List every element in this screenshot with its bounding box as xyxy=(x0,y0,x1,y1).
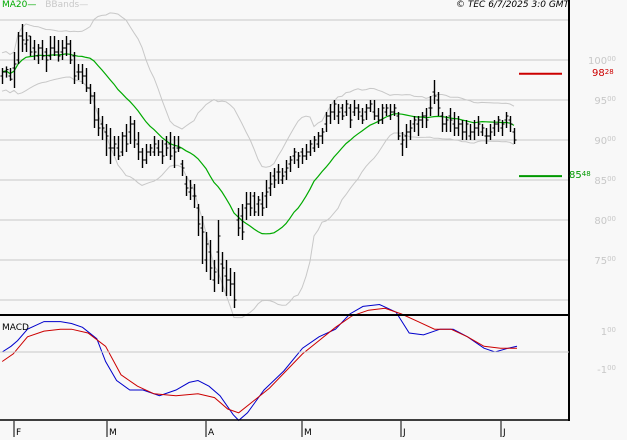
price-axis-label: 9500 xyxy=(594,95,616,107)
x-axis-ticks xyxy=(13,421,502,437)
price-axis-label: 7500 xyxy=(594,255,616,267)
macd-title: MACD xyxy=(2,323,29,333)
macd-lines xyxy=(1,303,518,422)
price-axis-label: 9000 xyxy=(594,135,616,147)
copyright-timestamp: © TEC 6/7/2025 3:0 GMT xyxy=(456,0,570,10)
x-axis-label: J xyxy=(503,428,506,438)
price-bars xyxy=(0,24,517,308)
bollinger-bands xyxy=(1,12,515,319)
legend: MA20— BBands— xyxy=(2,0,88,11)
chart-frame xyxy=(0,0,570,421)
price-axis-label: 8000 xyxy=(594,215,616,227)
legend-bbands: BBands— xyxy=(45,0,89,10)
resistance-label: 9828 xyxy=(592,67,614,79)
support-resistance-lines xyxy=(519,72,562,178)
macd-axis-label: 100 xyxy=(600,326,616,338)
price-axis-label: 10000 xyxy=(587,55,616,67)
ma20-line xyxy=(1,53,515,235)
price-axis-label: 8500 xyxy=(594,175,616,187)
x-axis-label: M xyxy=(109,428,117,438)
price-gridlines xyxy=(0,19,569,301)
macd-axis-label: -100 xyxy=(597,364,616,376)
x-axis-label: A xyxy=(208,428,215,438)
x-axis-label: M xyxy=(304,428,312,438)
legend-ma20: MA20— xyxy=(2,0,37,10)
x-axis-label: F xyxy=(16,428,22,438)
support-label: 8548 xyxy=(569,170,591,182)
x-axis-label: J xyxy=(403,428,406,438)
